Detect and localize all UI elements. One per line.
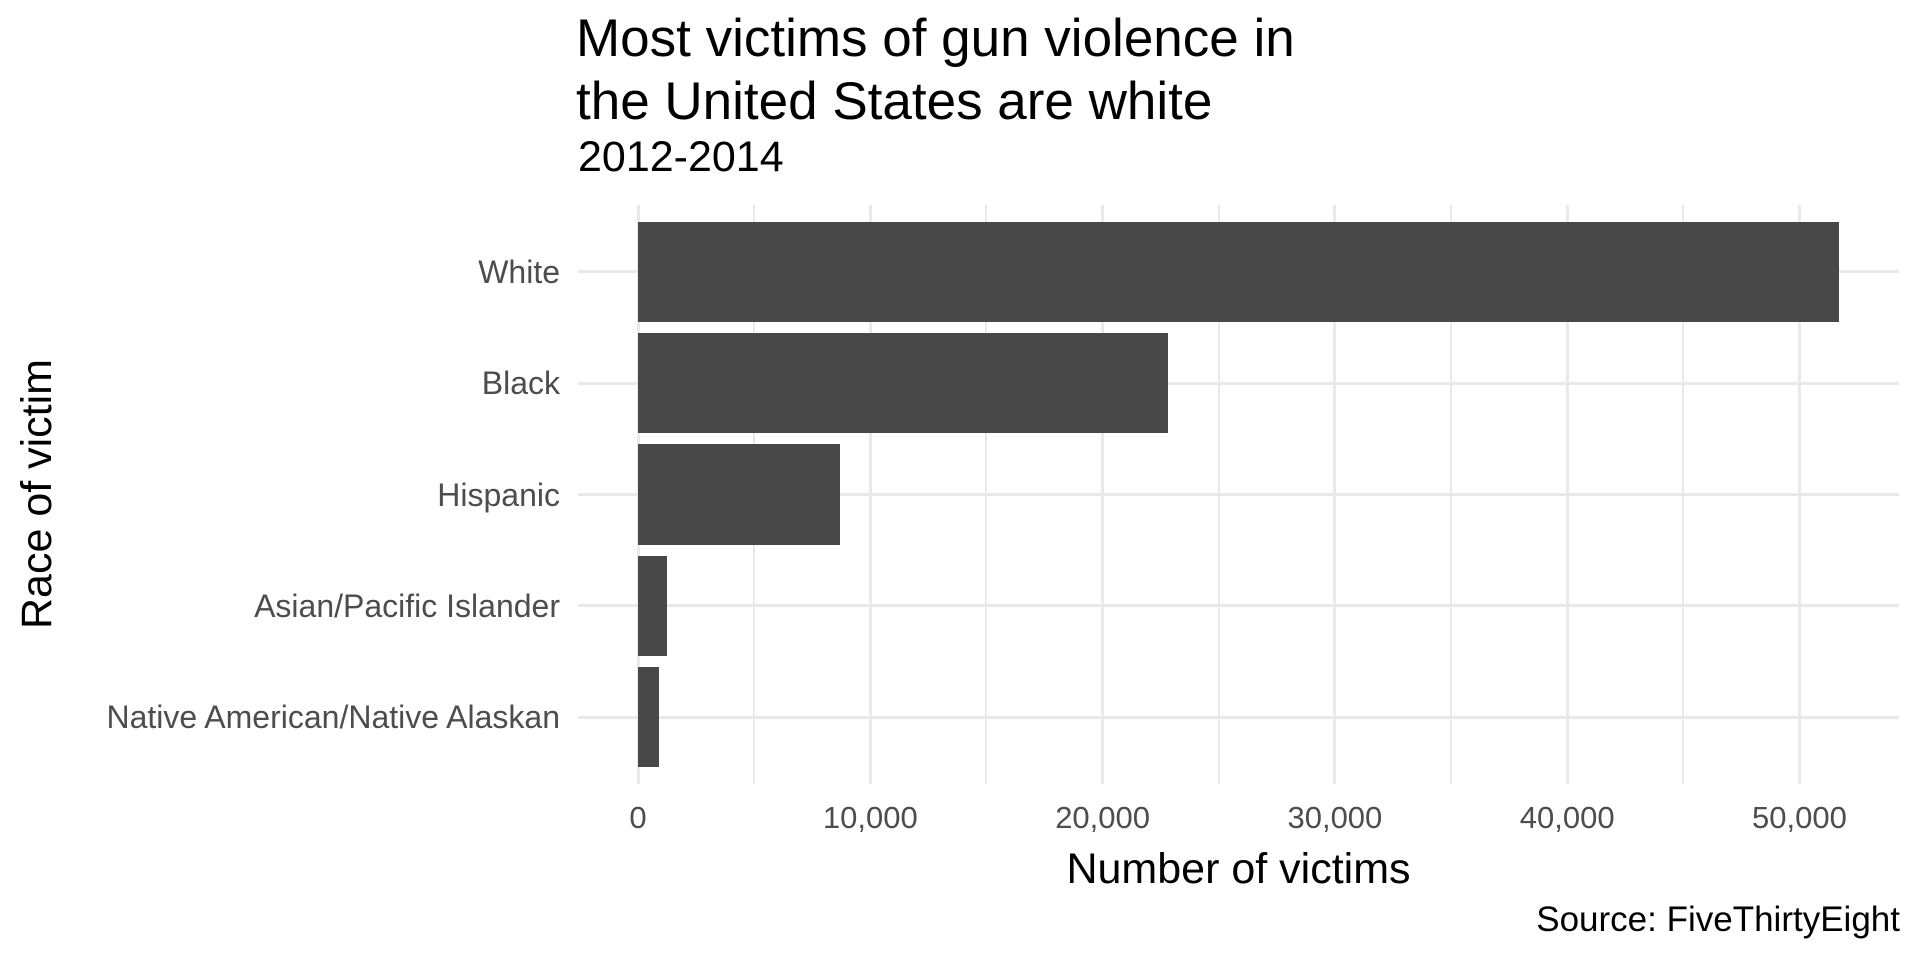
chart-title-line2: the United States are white <box>576 71 1213 131</box>
x-tick-label: 40,000 <box>1519 800 1615 835</box>
chart-caption: Source: FiveThirtyEight <box>1536 900 1900 939</box>
bar-asian-pacific-islander <box>638 555 668 656</box>
x-axis-title: Number of victims <box>1066 845 1411 893</box>
x-tick-label: 0 <box>629 800 647 835</box>
x-tick-label: 10,000 <box>822 800 918 835</box>
bar-hispanic <box>638 444 841 545</box>
chart-subtitle: 2012-2014 <box>578 133 784 181</box>
x-tick-label: 50,000 <box>1752 800 1847 835</box>
gridline-y-major <box>578 493 1899 496</box>
chart-title: Most victims of gun violence in the Unit… <box>576 8 1295 133</box>
gridline-y-major <box>578 381 1899 385</box>
bar-white <box>638 221 1839 322</box>
bar-native-american-native-alaskan <box>638 667 659 768</box>
bar-black <box>638 333 1168 434</box>
x-axis-tick-labels: 0 10,000 20,000 30,000 40,000 50,000 <box>578 800 1899 840</box>
y-category-label: White <box>478 253 560 290</box>
y-axis-labels: White Black Hispanic Asian/Pacific Islander… <box>20 205 560 784</box>
y-category-label: Hispanic <box>437 476 560 513</box>
y-category-label: Asian/Pacific Islander <box>254 587 560 624</box>
plot-panel <box>578 205 1899 784</box>
x-tick-label: 30,000 <box>1287 800 1383 835</box>
y-category-label: Black <box>481 365 560 402</box>
x-tick-label: 20,000 <box>1055 800 1151 835</box>
gridline-y-major <box>578 604 1899 608</box>
gridline-y-major <box>578 715 1899 719</box>
chart-title-line1: Most victims of gun violence in <box>576 9 1295 68</box>
y-category-label: Native American/Native Alaskan <box>106 699 560 736</box>
